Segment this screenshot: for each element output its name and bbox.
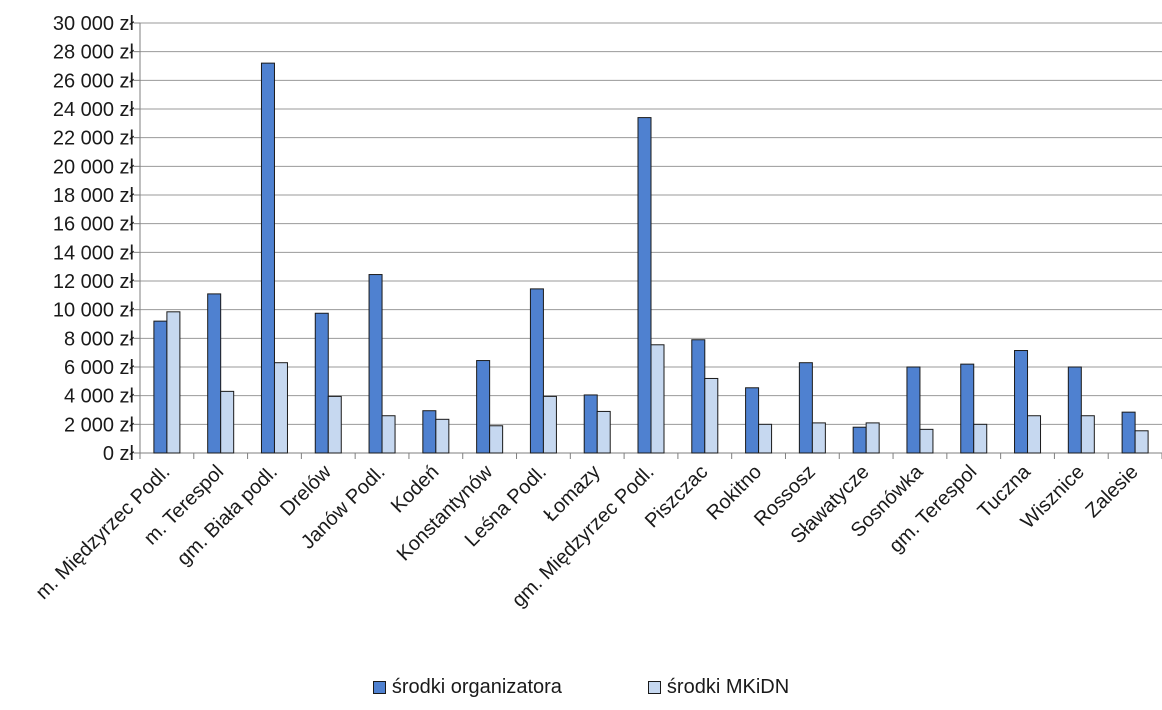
bar-organizator [529,288,544,454]
legend-label-organizator: środki organizatora [391,676,562,698]
bar-mkidn [811,422,826,454]
x-tick-label: gm. Biała podl. [173,461,282,570]
y-tick-label: 12 000 zł [53,271,135,293]
y-tick-label: 4 000 zł [64,386,135,408]
bar-mkidn [758,423,773,454]
bar-organizator [260,62,275,454]
bar-organizator [476,360,491,454]
bar-organizator [637,117,652,454]
x-tick-label: Zalesie [1081,461,1142,522]
bar-mkidn [542,395,557,454]
bar-mkidn [1027,415,1042,454]
y-tick-label: 8 000 zł [64,328,135,350]
y-tick-label: 26 000 zł [53,70,135,92]
bar-organizator [153,320,168,454]
bar-mkidn [489,425,504,454]
y-tick-label: 16 000 zł [53,214,135,236]
y-tick-labels: 0 zł 2 000 zł 4 000 zł 6 000 zł 8 000 zł 10 0… [53,13,135,465]
bar-mkidn [1080,415,1095,454]
y-tick-label: 22 000 zł [53,128,135,150]
legend-item-mkidn: środki MKiDN [647,676,790,699]
y-tick-label: 0 zł [103,443,135,465]
bar-mkidn [596,410,611,454]
bar-organizator [906,366,921,454]
bar-organizator [368,274,383,454]
bar-organizator [1121,411,1136,454]
bar-mkidn [919,428,934,454]
bar-mkidn [273,362,288,454]
y-tick-label: 10 000 zł [53,300,135,322]
bar-mkidn [166,311,181,454]
y-tick-label: 6 000 zł [64,357,135,379]
y-tick-label: 28 000 zł [53,42,135,64]
bar-mkidn [435,418,450,454]
bar-mkidn [220,390,235,454]
bar-organizator [798,362,813,454]
legend-swatch-mkidn [647,681,661,694]
bar-organizator [583,394,598,454]
y-tick-label: 18 000 zł [53,185,135,207]
legend: środki organizatora środki MKiDN [0,676,1162,699]
bar-mkidn [973,423,988,454]
bar-organizator [314,312,329,454]
legend-label-mkidn: środki MKiDN [666,676,790,698]
y-tick-label: 30 000 zł [53,13,135,35]
bar-organizator [207,293,222,454]
bar-organizator [745,387,760,454]
bar-chart: 0 zł 2 000 zł 4 000 zł 6 000 zł 8 000 zł 10 0… [32,13,1162,612]
bar-mkidn [381,415,396,454]
bar-organizator [852,426,867,454]
y-tick-label: 20 000 zł [53,156,135,178]
y-tick-label: 2 000 zł [64,414,135,436]
bar-mkidn [865,422,880,454]
bar-organizator [422,410,437,454]
bar-organizator [1067,366,1082,454]
bar-organizator [691,339,706,454]
bar-organizator [960,363,975,454]
x-tick-label: Konstantynów [393,461,498,566]
bar-mkidn [1134,430,1149,454]
bar-mkidn [650,344,665,454]
y-tick-label: 24 000 zł [53,99,135,121]
bar-organizator [1014,350,1029,454]
legend-item-organizator: środki organizatora [372,676,562,699]
y-tick-label: 14 000 zł [53,242,135,264]
bar-mkidn [327,395,342,454]
legend-swatch-organizator [372,681,386,694]
bar-mkidn [704,377,719,454]
bars [153,62,1149,454]
